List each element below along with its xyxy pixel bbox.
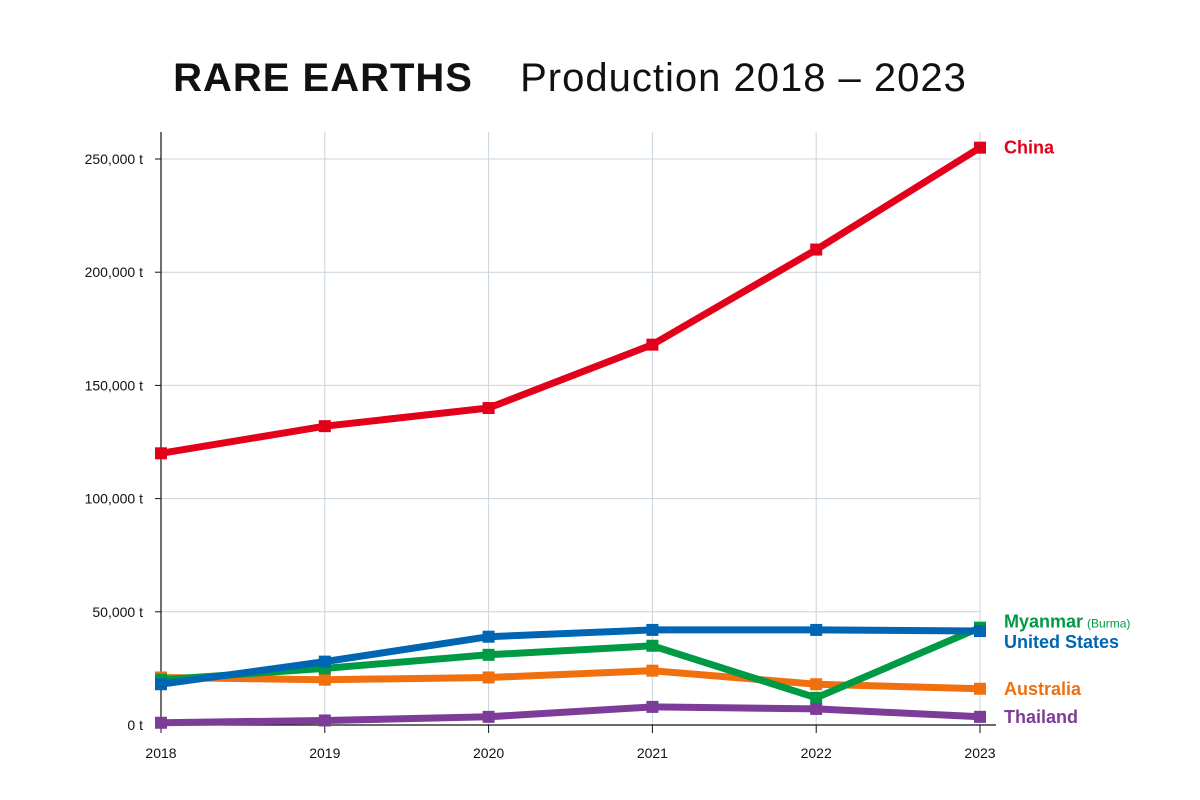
data-point-china — [646, 338, 659, 351]
series-label-australia: Australia — [1004, 679, 1082, 699]
series-label-myanmar: Myanmar (Burma) — [1004, 612, 1130, 632]
series-name: Australia — [1004, 679, 1082, 699]
chart-title: RARE EARTHS Production 2018 – 2023 — [0, 56, 1140, 101]
series-note: (Burma) — [1087, 617, 1130, 631]
series-line-united-states — [160, 626, 981, 688]
data-point-thailand — [482, 710, 495, 723]
data-point-myanmar — [646, 639, 659, 652]
data-point-australia — [810, 678, 823, 691]
series-name: China — [1004, 138, 1055, 158]
y-tick-label: 200,000 t — [85, 264, 143, 280]
series-name: United States — [1004, 632, 1119, 652]
y-tick-label: 100,000 t — [85, 491, 143, 507]
y-tick-label: 50,000 t — [92, 604, 143, 620]
data-point-thailand — [155, 716, 167, 729]
data-point-united-states — [646, 623, 659, 636]
chart-title-main: RARE EARTHS — [173, 56, 473, 100]
x-tick-label: 2018 — [145, 745, 176, 761]
series-lines — [160, 144, 982, 727]
data-point-myanmar — [810, 691, 823, 704]
series-name: Thailand — [1004, 707, 1078, 727]
data-point-united-states — [974, 625, 986, 638]
data-point-china — [974, 141, 986, 154]
x-tick-label: 2021 — [637, 745, 668, 761]
x-tick-label: 2019 — [309, 745, 340, 761]
series-name: Myanmar — [1004, 612, 1083, 632]
x-tick-label: 2022 — [801, 745, 832, 761]
x-tick-label: 2020 — [473, 745, 504, 761]
data-point-australia — [318, 673, 331, 686]
data-point-australia — [974, 682, 986, 695]
y-tick-label: 150,000 t — [85, 377, 143, 393]
data-point-thailand — [974, 710, 986, 723]
data-point-united-states — [318, 655, 331, 668]
data-point-australia — [646, 664, 659, 677]
series-markers — [155, 141, 986, 729]
series-line-thailand — [160, 703, 981, 727]
data-point-australia — [482, 671, 495, 684]
x-tick-label: 2023 — [964, 745, 995, 761]
data-point-myanmar — [482, 648, 495, 661]
data-point-china — [810, 243, 823, 256]
series-label-china: China — [1004, 138, 1055, 158]
y-tick-label: 0 t — [127, 717, 143, 733]
chart-title-sub: Production 2018 – 2023 — [520, 56, 967, 100]
data-point-thailand — [318, 714, 331, 727]
y-tick-label: 250,000 t — [85, 151, 143, 167]
axes: 0 t 50,000 t 100,000 t 150,000 t 200,000 t 25… — [85, 132, 996, 761]
data-point-united-states — [482, 630, 495, 643]
data-point-china — [482, 402, 495, 415]
data-point-thailand — [810, 702, 823, 715]
series-line-china — [160, 144, 982, 457]
series-label-united-states: United States — [1004, 632, 1119, 652]
data-point-thailand — [646, 700, 659, 713]
data-point-united-states — [155, 678, 167, 691]
data-point-united-states — [810, 623, 823, 636]
series-labels: China Myanmar (Burma)United States Australi… — [1004, 138, 1130, 727]
series-label-thailand: Thailand — [1004, 707, 1078, 727]
data-point-china — [318, 420, 331, 433]
series-line-myanmar — [160, 624, 982, 702]
data-point-china — [155, 447, 167, 460]
